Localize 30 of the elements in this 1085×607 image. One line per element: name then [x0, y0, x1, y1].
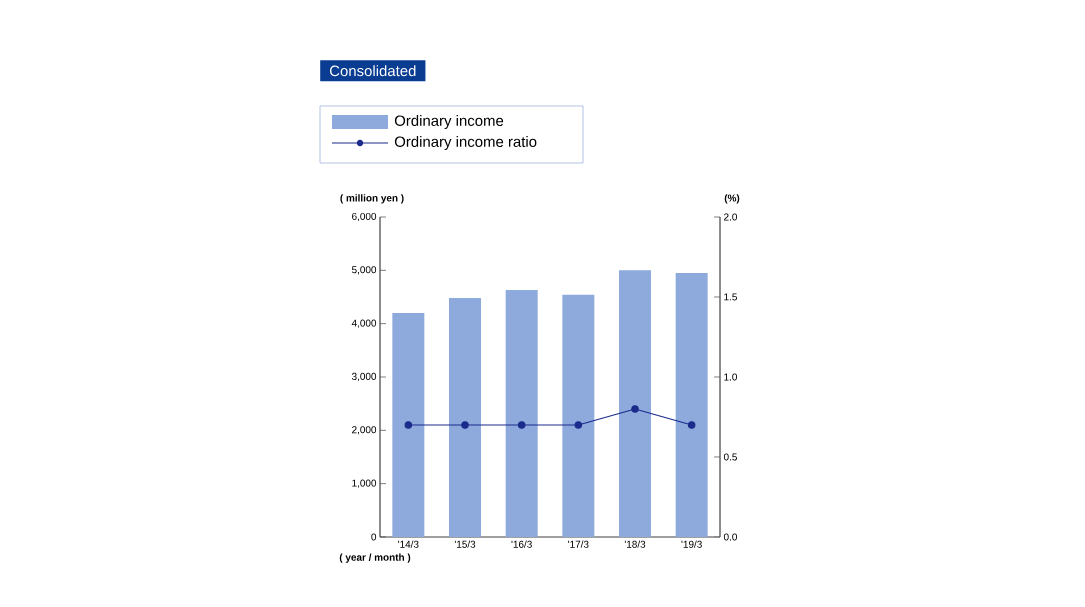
bar [392, 312, 425, 537]
y2-axis-title: (%) [724, 194, 740, 204]
y-axis-title: ( million yen ) [340, 194, 404, 204]
y-tick-label: 1,000 [352, 479, 377, 488]
x-tick-label: '15/3 [454, 540, 476, 548]
y2-tick-label: 1.5 [724, 293, 737, 301]
y-tick-label: 5,000 [351, 266, 377, 275]
y-tick-label: 4,000 [351, 319, 377, 328]
y2-tick-label: 1.0 [724, 373, 737, 381]
y-tick-label: 3,000 [351, 372, 377, 382]
y2-tick-label: 2.0 [724, 213, 737, 221]
y-tick-label: 0 [371, 533, 377, 541]
x-tick-label: '16/3 [511, 540, 532, 548]
y2-tick-label: 0.0 [723, 533, 737, 541]
x-tick-label: '18/3 [624, 540, 646, 548]
chart-title: Consolidated [329, 65, 416, 77]
bar [619, 270, 652, 537]
x-tick-label: '17/3 [568, 540, 589, 548]
y-tick-label: 2,000 [352, 426, 377, 435]
bar [562, 294, 595, 537]
bar [675, 272, 708, 537]
y-tick-label: 6,000 [352, 212, 377, 222]
y2-tick-label: 0.5 [723, 453, 737, 461]
x-axis-title: ( year / month ) [339, 553, 411, 563]
bar [505, 290, 538, 537]
x-tick-label: '19/3 [681, 540, 702, 548]
x-tick-label: '14/3 [398, 540, 419, 548]
legend-label: Ordinary income ratio [394, 136, 537, 150]
legend-label: Ordinary income [394, 115, 504, 129]
bar [449, 298, 482, 537]
